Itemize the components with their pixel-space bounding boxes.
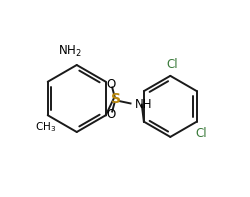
Text: Cl: Cl <box>195 127 206 139</box>
Text: NH: NH <box>135 98 152 111</box>
Text: S: S <box>111 92 121 107</box>
Text: Cl: Cl <box>166 58 178 71</box>
Text: O: O <box>106 108 116 121</box>
Text: CH$_3$: CH$_3$ <box>35 120 56 134</box>
Text: NH$_2$: NH$_2$ <box>58 44 82 59</box>
Text: O: O <box>106 78 116 91</box>
